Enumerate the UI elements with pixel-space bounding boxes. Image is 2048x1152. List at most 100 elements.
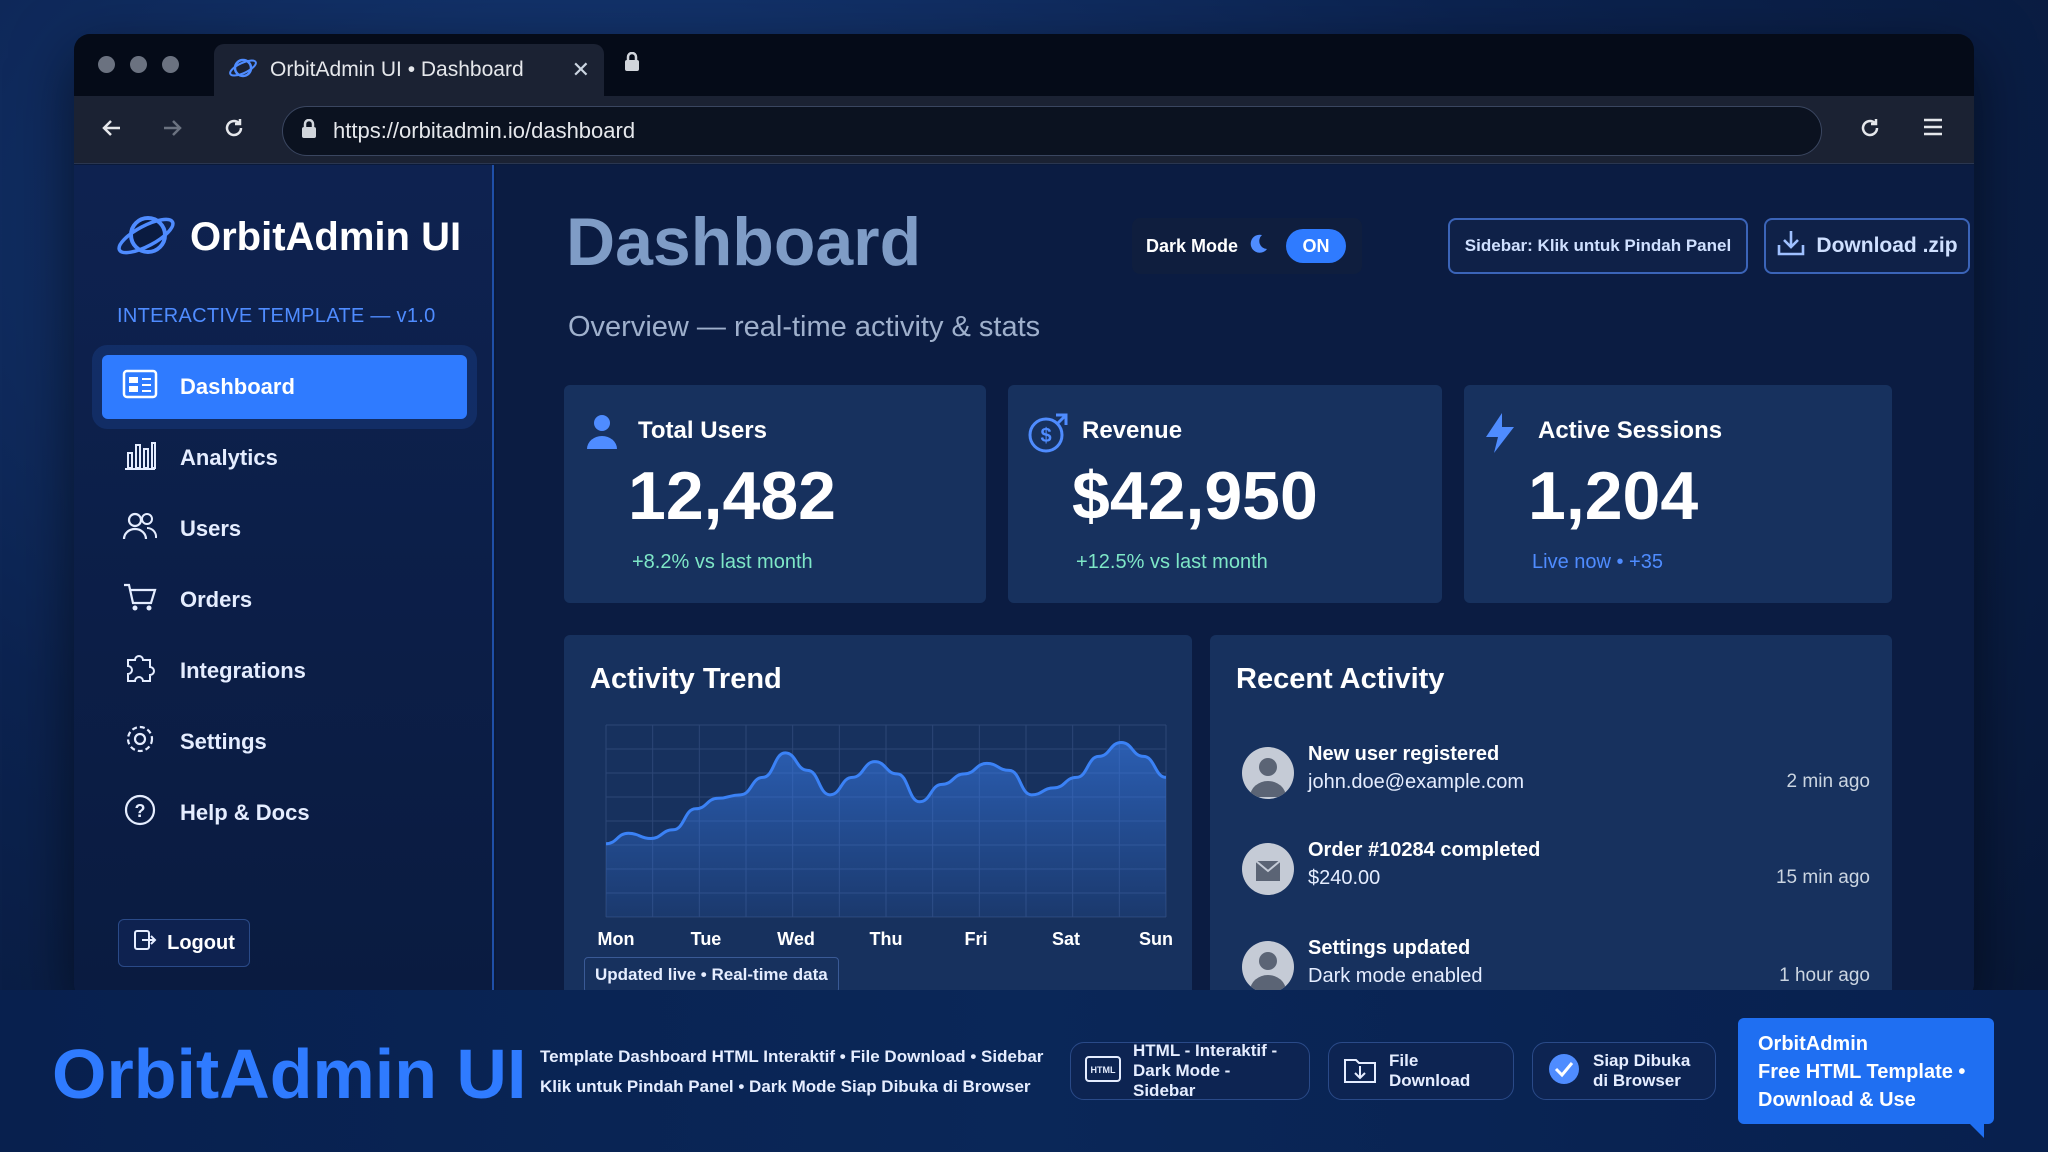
sidebar-item-label: Help & Docs (180, 800, 310, 825)
help-icon: ? (122, 793, 158, 833)
user-icon (582, 411, 622, 456)
logout-button[interactable]: Logout (118, 919, 250, 967)
minimize-window-button[interactable] (130, 56, 147, 73)
sidebar-item-integrations[interactable]: Integrations (102, 639, 467, 703)
tab-title: OrbitAdmin UI • Dashboard (270, 58, 524, 81)
area-fill (606, 742, 1166, 917)
close-window-button[interactable] (98, 56, 115, 73)
footer-desc-line: Template Dashboard HTML Interaktif • Fil… (540, 1047, 1044, 1066)
svg-text:$: $ (1040, 425, 1051, 447)
sidebar-panel-button[interactable]: Sidebar: Klik untuk Pindah Panel (1448, 218, 1748, 274)
list-item[interactable]: New user registered john.doe@example.com… (1242, 739, 1870, 809)
stat-card-active-sessions: Active Sessions 1,204 Live now • +35 (1464, 385, 1892, 603)
series-line (605, 740, 1167, 846)
dark-mode-switch[interactable]: ON (1286, 229, 1347, 263)
avatar (1242, 747, 1294, 799)
sidebar-panel-label: Sidebar: Klik untuk Pindah Panel (1464, 236, 1732, 255)
pill-label-line: Siap Dibuka (1593, 1051, 1691, 1070)
sidebar-item-label: Integrations (180, 658, 306, 683)
sidebar-item-label: Settings (180, 729, 267, 754)
users-icon (122, 510, 158, 548)
download-icon (1776, 229, 1806, 263)
activity-title: Order #10284 completed (1308, 839, 1541, 861)
browser-toolbar: https://orbitadmin.io/dashboard (74, 96, 1974, 164)
sidebar: OrbitAdmin UI INTERACTIVE TEMPLATE — v1.… (74, 165, 494, 1000)
panel-title: Recent Activity (1236, 663, 1445, 695)
sidebar-item-dashboard[interactable]: Dashboard (102, 355, 467, 419)
html-icon: HTML (1085, 1055, 1121, 1087)
tab-close-icon[interactable]: ✕ (571, 57, 590, 82)
x-tick-label: Tue (691, 929, 722, 949)
sidebar-item-label: Analytics (180, 445, 278, 470)
x-tick-label: Fri (964, 929, 987, 949)
page-subtitle: Overview — real-time activity & stats (568, 311, 1041, 343)
forward-icon[interactable] (160, 116, 184, 144)
avatar (1242, 941, 1294, 993)
maximize-window-button[interactable] (162, 56, 179, 73)
reload-icon[interactable] (222, 116, 246, 144)
dark-mode-toggle[interactable]: Dark Mode ON (1132, 218, 1362, 274)
folder-download-icon (1343, 1054, 1377, 1089)
feature-pill-html: HTML HTML - Interaktif - Dark Mode - Sid… (1070, 1041, 1310, 1100)
sidebar-menu: Dashboard Analytics Users Orders (102, 355, 467, 852)
lightning-icon (1482, 411, 1518, 460)
back-icon[interactable] (100, 116, 124, 144)
brand-name: OrbitAdmin UI (190, 215, 462, 259)
footer-banner: OrbitAdmin UI Template Dashboard HTML In… (0, 990, 2048, 1152)
download-zip-button[interactable]: Download .zip (1764, 218, 1970, 274)
sidebar-item-orders[interactable]: Orders (102, 568, 467, 632)
browser-window: OrbitAdmin UI • Dashboard ✕ https://orbi… (74, 34, 1974, 1000)
activity-title: Settings updated (1308, 937, 1471, 959)
feature-pill-download: File Download (1328, 1042, 1514, 1100)
dark-mode-label: Dark Mode (1146, 235, 1239, 256)
footer-desc-line: Klik untuk Pindah Panel • Dark Mode Siap… (540, 1077, 1031, 1096)
promo-line: Download & Use (1758, 1089, 1916, 1111)
sidebar-item-users[interactable]: Users (102, 497, 467, 561)
pill-label-line: HTML - Interaktif - (1133, 1041, 1278, 1060)
x-tick-label: Wed (777, 929, 815, 949)
brand: OrbitAdmin UI (114, 209, 461, 266)
cart-icon (122, 581, 158, 619)
activity-detail: $240.00 (1308, 867, 1381, 889)
sidebar-item-label: Users (180, 516, 242, 541)
recent-activity-panel: Recent Activity New user registered john… (1210, 635, 1892, 1000)
avatar (1242, 843, 1294, 895)
stat-value: 1,204 (1528, 458, 1699, 534)
list-item[interactable]: Settings updated Dark mode enabled 1 hou… (1242, 933, 1870, 1000)
tab-bar: OrbitAdmin UI • Dashboard ✕ (74, 34, 1974, 96)
page-reload-icon[interactable] (1858, 116, 1882, 144)
promo-line: Free HTML Template • (1758, 1061, 1966, 1083)
pill-label-line: Dark Mode - Sidebar (1133, 1061, 1231, 1100)
x-tick-label: Sat (1052, 929, 1080, 949)
brand-subtitle: INTERACTIVE TEMPLATE — v1.0 (117, 305, 436, 327)
sidebar-item-analytics[interactable]: Analytics (102, 426, 467, 490)
panel-title: Activity Trend (590, 663, 782, 695)
pill-label-line: di Browser (1593, 1071, 1681, 1090)
sidebar-item-label: Dashboard (180, 374, 295, 399)
list-item[interactable]: Order #10284 completed $240.00 15 min ag… (1242, 835, 1870, 905)
feature-pill-browser: Siap Dibuka di Browser (1532, 1042, 1716, 1100)
download-label: Download .zip (1816, 234, 1958, 257)
footer-description: Template Dashboard HTML Interaktif • Fil… (540, 1042, 1043, 1102)
sidebar-item-settings[interactable]: Settings (102, 710, 467, 774)
footer-brand: OrbitAdmin UI (52, 1035, 527, 1113)
stat-title: Revenue (1082, 417, 1183, 444)
x-tick-label: Sun (1139, 929, 1173, 949)
stat-change: +8.2% vs last month (632, 551, 813, 573)
address-bar[interactable]: https://orbitadmin.io/dashboard (282, 106, 1822, 156)
planet-icon (228, 55, 258, 86)
activity-trend-chart: Mon Tue Wed Thu Fri Sat Sun (598, 724, 1173, 949)
window-controls (98, 56, 179, 73)
url-lock-icon (301, 118, 317, 144)
page-title: Dashboard (566, 204, 922, 280)
sidebar-item-help[interactable]: ? Help & Docs (102, 781, 467, 845)
menu-icon[interactable] (1922, 116, 1944, 142)
logout-icon (133, 929, 157, 957)
stat-card-total-users: Total Users 12,482 +8.2% vs last month (564, 385, 986, 603)
tab-dashboard[interactable]: OrbitAdmin UI • Dashboard ✕ (214, 44, 604, 96)
chart-live-badge: Updated live • Real-time data (584, 957, 839, 993)
url-text: https://orbitadmin.io/dashboard (333, 118, 636, 143)
promo-callout: OrbitAdmin Free HTML Template • Download… (1738, 1018, 1994, 1138)
stat-change: Live now • +35 (1532, 551, 1663, 573)
dollar-icon: $ (1026, 411, 1070, 460)
